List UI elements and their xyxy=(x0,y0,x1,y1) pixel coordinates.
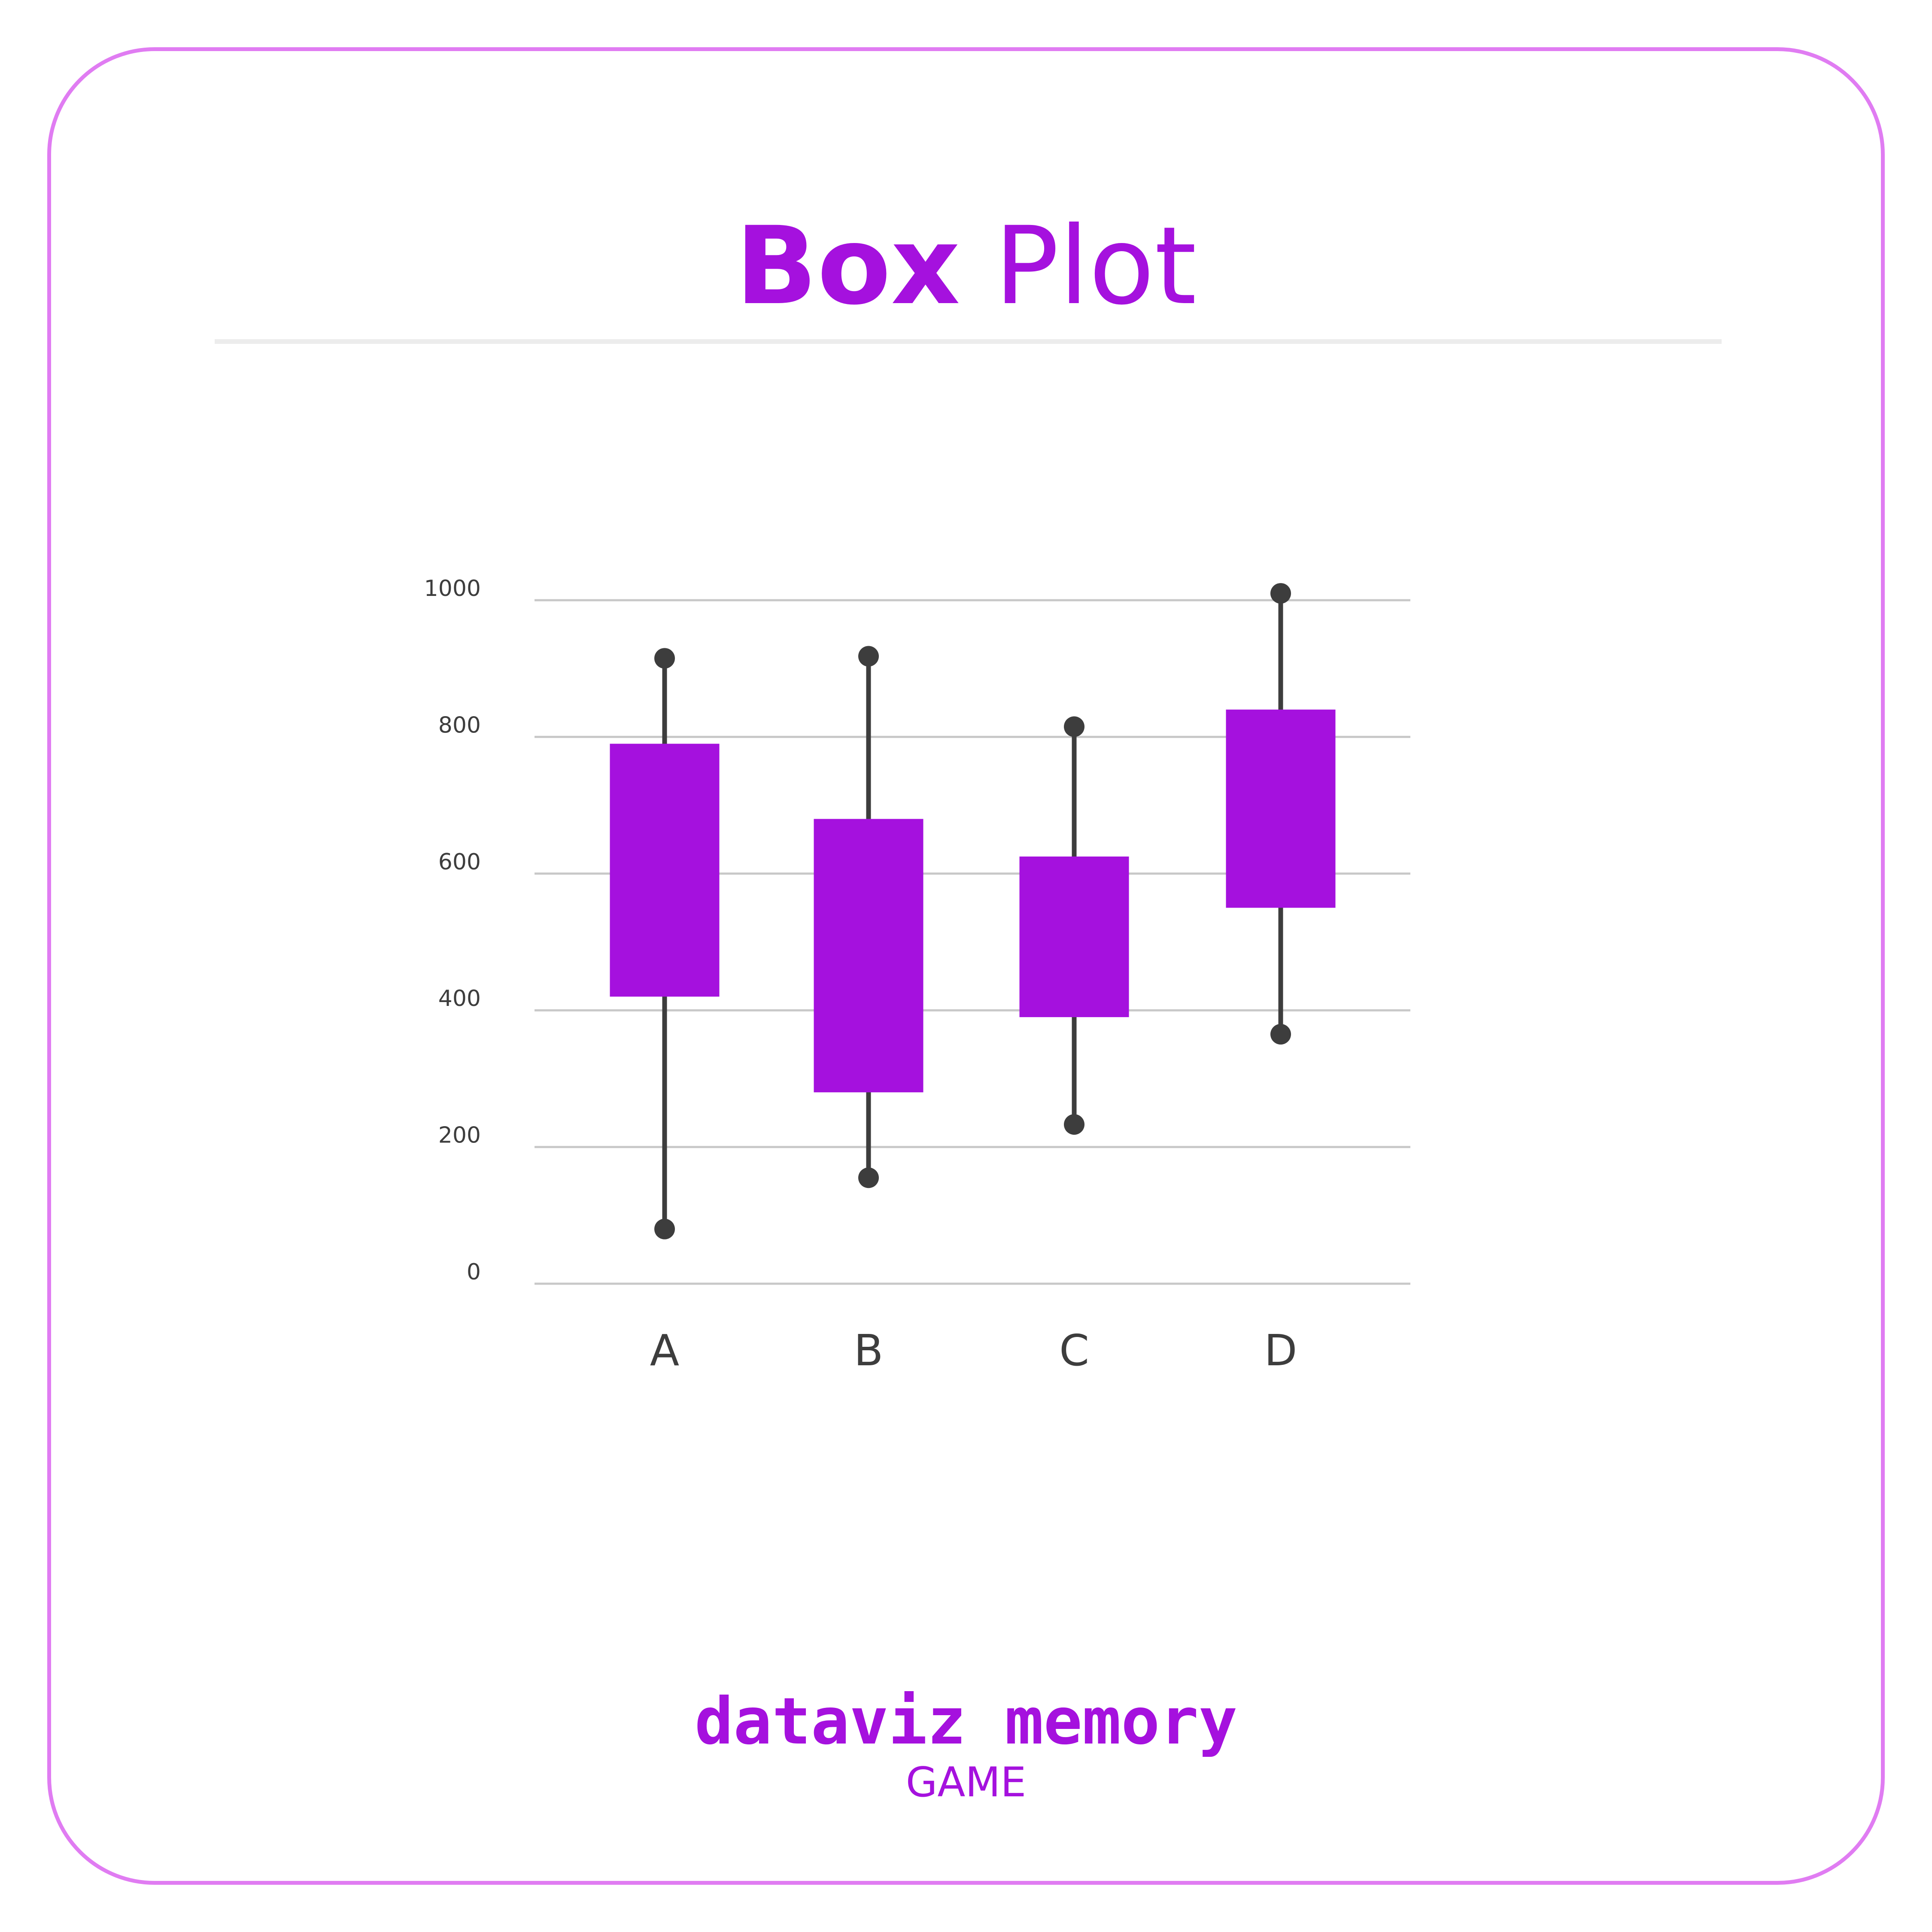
whisker-min-point-a xyxy=(654,1218,675,1239)
brand-name: dataviz memory xyxy=(694,1684,1238,1759)
brand-subtitle: GAME xyxy=(905,1759,1027,1806)
y-tick-label: 0 xyxy=(467,1259,481,1285)
chart-title-light: Plot xyxy=(994,204,1197,328)
x-tick-label-c: C xyxy=(1059,1325,1089,1376)
y-tick-label: 1000 xyxy=(424,576,481,601)
x-tick-label-b: B xyxy=(854,1325,884,1376)
whisker-max-point-a xyxy=(654,648,675,669)
chart-title-bold: Box xyxy=(735,204,960,328)
whisker-max-point-d xyxy=(1270,583,1291,604)
y-tick-label: 800 xyxy=(438,712,481,738)
y-tick-label: 400 xyxy=(438,986,481,1012)
box-b xyxy=(814,819,923,1093)
whisker-min-point-b xyxy=(858,1167,879,1188)
whisker-min-point-c xyxy=(1064,1114,1084,1135)
box-c xyxy=(1019,857,1129,1018)
title-divider xyxy=(215,339,1722,344)
x-tick-label-a: A xyxy=(650,1325,679,1376)
box-a xyxy=(610,744,720,997)
y-tick-label: 600 xyxy=(438,849,481,875)
box-d xyxy=(1226,709,1336,908)
y-tick-label: 200 xyxy=(438,1123,481,1148)
whisker-max-point-b xyxy=(858,646,879,667)
whisker-min-point-d xyxy=(1270,1024,1291,1045)
x-tick-label-d: D xyxy=(1264,1325,1297,1376)
card-frame xyxy=(47,47,1885,1885)
chart-title: Box Plot xyxy=(0,202,1932,331)
whisker-max-point-c xyxy=(1064,716,1084,737)
